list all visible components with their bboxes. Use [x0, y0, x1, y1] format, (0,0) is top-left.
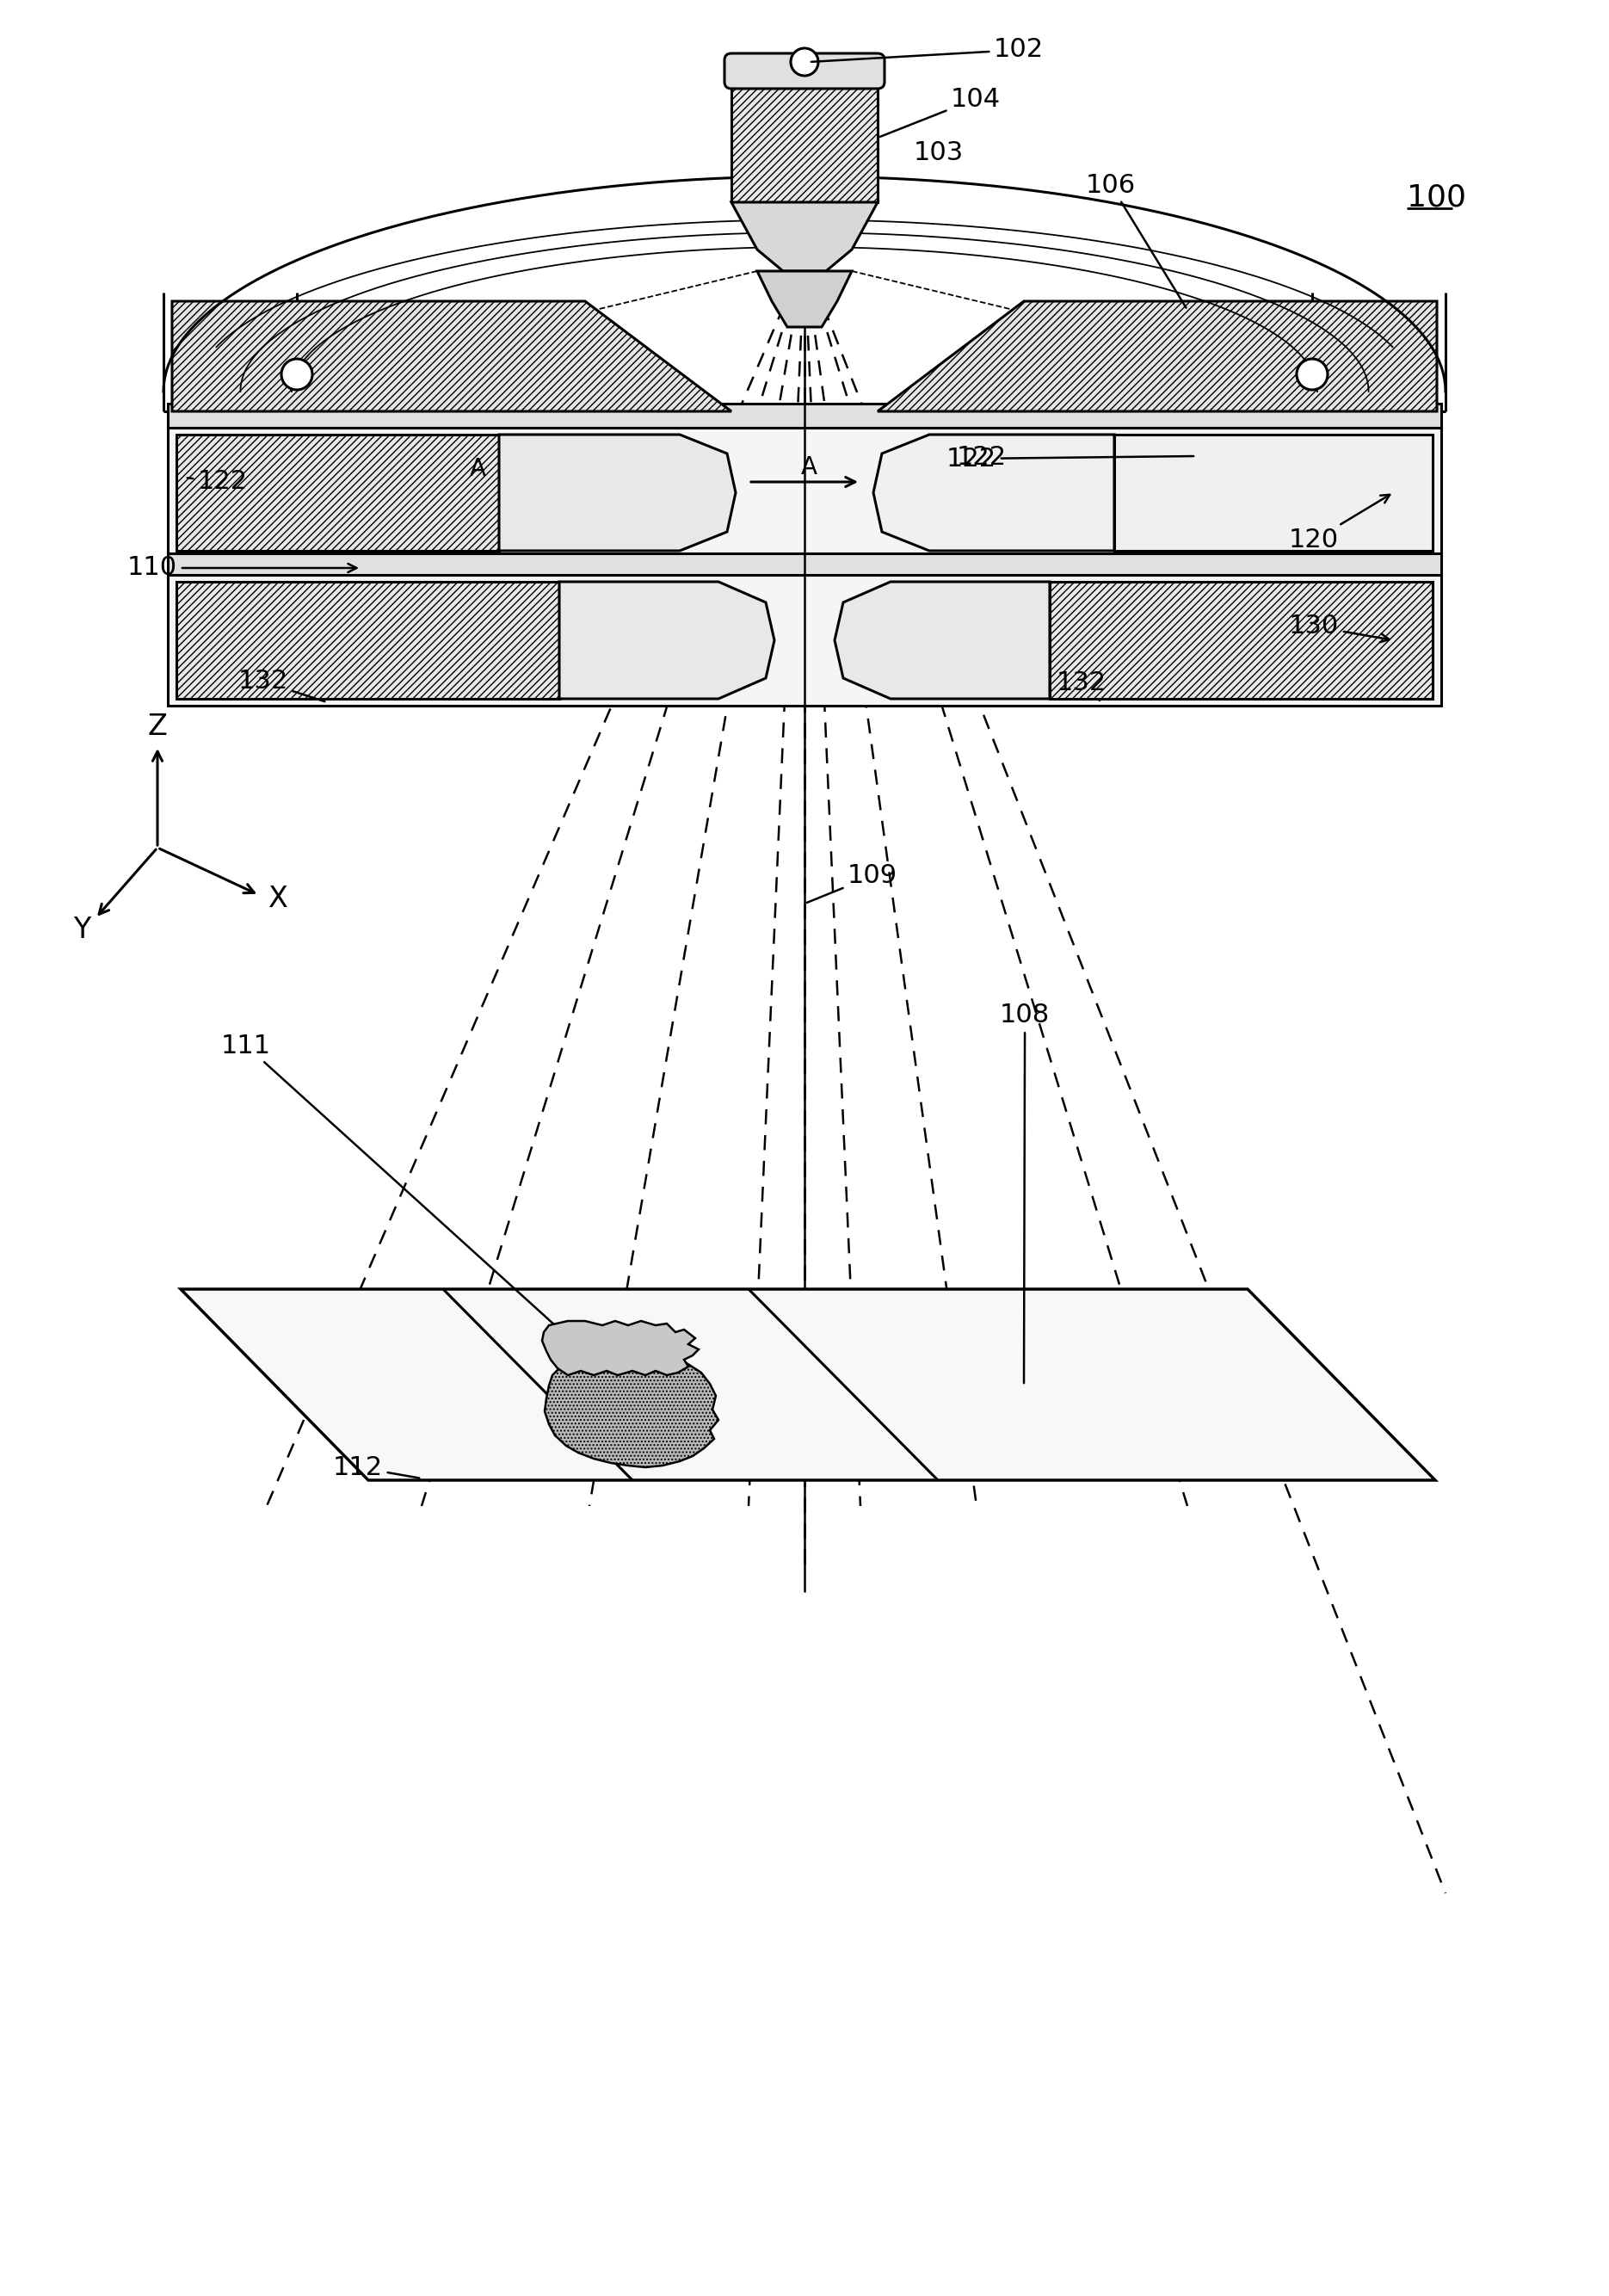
Text: 103: 103: [914, 140, 964, 165]
Text: 120: 120: [1289, 494, 1390, 553]
Polygon shape: [542, 1320, 698, 1375]
Text: 104: 104: [880, 87, 1001, 138]
Polygon shape: [167, 427, 1442, 558]
Polygon shape: [177, 581, 560, 698]
Text: 109: 109: [806, 863, 898, 902]
Polygon shape: [732, 76, 877, 202]
Polygon shape: [167, 553, 1442, 574]
Polygon shape: [499, 434, 735, 551]
Polygon shape: [1049, 581, 1432, 698]
Polygon shape: [545, 1362, 719, 1467]
Polygon shape: [835, 581, 1049, 698]
Text: 111: 111: [220, 1033, 553, 1325]
Polygon shape: [167, 574, 1442, 705]
Circle shape: [790, 48, 819, 76]
Text: 132: 132: [1057, 670, 1107, 700]
Text: 122: 122: [946, 445, 1194, 471]
Polygon shape: [1115, 434, 1432, 551]
Text: 110: 110: [127, 556, 357, 581]
Text: 122: 122: [957, 445, 1007, 471]
Text: 132: 132: [238, 668, 325, 703]
Text: 100: 100: [1406, 184, 1466, 214]
Polygon shape: [874, 434, 1115, 551]
Polygon shape: [758, 271, 851, 326]
Polygon shape: [172, 301, 732, 411]
Text: A: A: [470, 457, 486, 482]
Text: Z: Z: [148, 714, 167, 742]
Circle shape: [282, 358, 312, 390]
Text: 112: 112: [333, 1456, 420, 1479]
Polygon shape: [167, 404, 1442, 427]
Text: X: X: [269, 884, 288, 914]
Polygon shape: [877, 301, 1437, 411]
Polygon shape: [732, 202, 877, 271]
Text: 102: 102: [811, 37, 1044, 62]
Circle shape: [1297, 358, 1327, 390]
Text: A: A: [801, 455, 817, 480]
Polygon shape: [180, 1288, 1435, 1481]
Text: 108: 108: [999, 1003, 1051, 1382]
Text: 106: 106: [1086, 172, 1186, 308]
Text: 130: 130: [1289, 613, 1389, 643]
Text: Y: Y: [72, 916, 90, 944]
Polygon shape: [177, 434, 499, 551]
Polygon shape: [560, 581, 774, 698]
FancyBboxPatch shape: [724, 53, 885, 90]
Text: 122: 122: [187, 468, 248, 494]
